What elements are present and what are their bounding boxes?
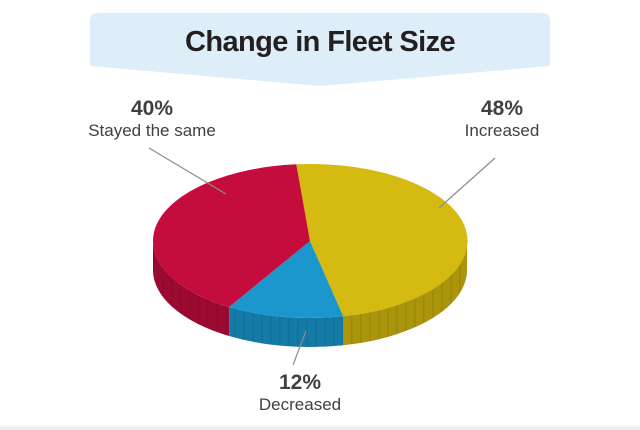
pie-side-facets-increased	[343, 241, 468, 346]
pie-slice-increased[interactable]	[296, 163, 468, 317]
pie-slice-stayed-the-same[interactable]	[152, 164, 310, 307]
title-banner	[90, 13, 550, 86]
callout-increased-label: Increased	[464, 121, 540, 140]
leader-line-increased	[438, 157, 496, 209]
bottom-edge-strip	[0, 426, 640, 430]
chart-title: Change in Fleet Size	[185, 26, 456, 58]
pie-side-facets-decreased	[229, 307, 344, 348]
callout-decreased: 12% Decreased	[220, 371, 380, 415]
banner-ribbon-shape	[90, 13, 550, 86]
callout-stayed-the-same-pct: 40%	[130, 97, 174, 120]
callout-decreased-label: Decreased	[258, 395, 342, 414]
callout-decreased-pct: 12%	[278, 371, 322, 394]
callout-stayed-the-same-label: Stayed the same	[88, 121, 216, 140]
pie-slice-decreased[interactable]	[229, 241, 344, 319]
pie-side-facets-stayed-the-same	[153, 241, 230, 336]
callout-increased-pct: 48%	[480, 97, 524, 120]
callout-stayed-the-same: 40% Stayed the same	[67, 97, 237, 141]
callout-increased: 48% Increased	[422, 97, 582, 141]
leader-line-stayed-the-same	[148, 147, 227, 195]
leader-line-decreased	[292, 330, 307, 366]
